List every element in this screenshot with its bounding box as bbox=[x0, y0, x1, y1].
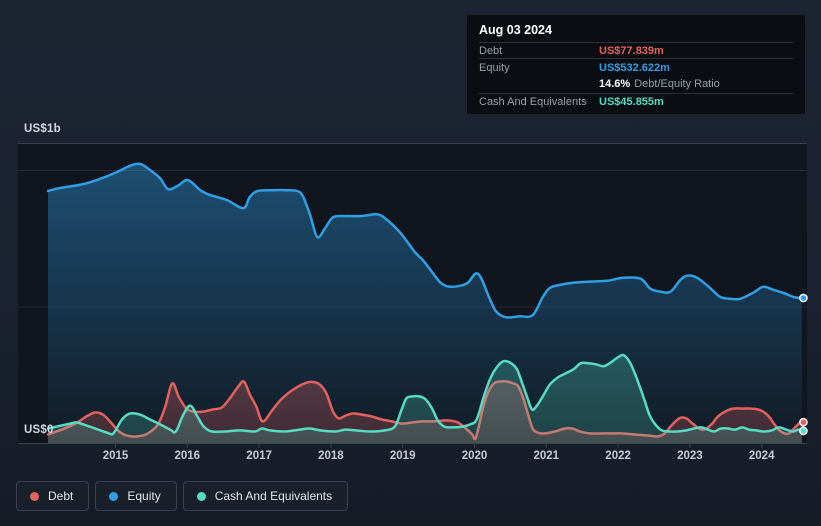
legend-item-debt[interactable]: Debt bbox=[16, 481, 90, 511]
x-tick-label: 2016 bbox=[174, 450, 201, 462]
legend-item-cash[interactable]: Cash And Equivalents bbox=[182, 481, 349, 511]
x-tick-label: 2023 bbox=[677, 450, 703, 462]
x-tick-label: 2015 bbox=[102, 450, 129, 462]
x-tick-label: 2021 bbox=[533, 450, 560, 462]
tooltip-row-debt: Debt US$77.839m bbox=[479, 43, 793, 59]
x-axis-tick-labels: 2015 2016 2017 2018 2019 2020 2021 2022 2023 2024 bbox=[0, 450, 821, 468]
x-tick-label: 2024 bbox=[748, 450, 775, 462]
tooltip-date: Aug 03 2024 bbox=[479, 15, 793, 43]
x-tick-label: 2022 bbox=[605, 450, 631, 462]
tooltip-ratio: 14.6% Debt/Equity Ratio bbox=[599, 76, 793, 92]
tooltip-ratio-percent: 14.6% bbox=[599, 78, 631, 90]
tooltip-block-equity: Equity US$532.622m 14.6% Debt/Equity Rat… bbox=[479, 59, 793, 94]
x-tick-label: 2019 bbox=[389, 450, 416, 462]
tooltip-debt-value: US$77.839m bbox=[599, 44, 664, 57]
legend-cash-label: Cash And Equivalents bbox=[214, 489, 333, 503]
x-tick-label: 2018 bbox=[318, 450, 344, 462]
x-tick-label: 2017 bbox=[246, 450, 272, 462]
chart-legend: Debt Equity Cash And Equivalents bbox=[16, 481, 349, 511]
legend-item-equity[interactable]: Equity bbox=[95, 481, 177, 511]
x-tick-label: 2020 bbox=[461, 450, 488, 462]
chart-tooltip: Aug 03 2024 Debt US$77.839m Equity US$53… bbox=[466, 14, 806, 115]
tooltip-equity-label: Equity bbox=[479, 62, 510, 74]
tooltip-debt-label: Debt bbox=[479, 44, 503, 57]
tooltip-cash-label: Cash And Equivalents bbox=[479, 96, 587, 108]
equity-series-dot-icon bbox=[109, 491, 119, 501]
y-axis-label-max: US$1b bbox=[24, 123, 61, 135]
tooltip-row-cash: Cash And Equivalents US$45.855m bbox=[479, 94, 793, 110]
y-axis-label-zero: US$0 bbox=[24, 424, 54, 436]
tooltip-cash-value: US$45.855m bbox=[599, 96, 664, 108]
legend-debt-label: Debt bbox=[48, 489, 74, 503]
cash-series-dot-icon bbox=[196, 491, 206, 501]
tooltip-ratio-text: Debt/Equity Ratio bbox=[634, 78, 720, 90]
tooltip-equity-value: US$532.622m bbox=[599, 62, 670, 74]
legend-equity-label: Equity bbox=[127, 489, 161, 503]
debt-series-dot-icon bbox=[30, 491, 39, 501]
